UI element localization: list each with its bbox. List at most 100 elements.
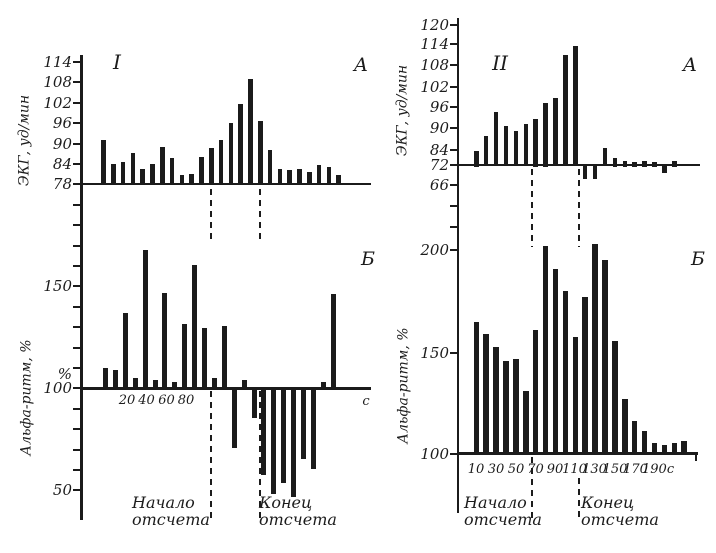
start-marker-line-I [210,189,212,240]
bar [532,330,539,455]
x-tick-label: 170 [623,462,648,477]
axis-tick [73,428,80,431]
bar [231,389,237,448]
bar [152,380,158,390]
bar [320,382,326,390]
panel-letter-IB: Б [361,248,375,270]
axis-tick [449,249,457,251]
bar [120,161,126,186]
start-annotation-I-line1: Начало [132,493,195,512]
bar [552,268,559,455]
axis-tick [449,184,457,186]
end-marker-line-I [259,189,261,240]
x-tick-label: 30 [487,462,505,477]
bar [316,165,322,186]
y-tick-label: 200 [420,241,449,259]
bar [622,161,628,167]
axis-tick [449,149,457,151]
x-tick-label: 130 [582,462,607,477]
bar [483,136,489,167]
axis-tick [73,407,80,410]
bar [142,250,148,390]
bar [132,378,138,390]
end-annotation-I-line2: отсчета [259,509,337,529]
y-tick-label: 114 [420,35,449,53]
bar [111,163,116,186]
end-marker-line-I [259,391,261,519]
bar [483,334,489,455]
y-tick-label: 102 [420,78,449,96]
y-axis-line-I [80,55,83,520]
bar [473,322,480,455]
y-tick-label: 90 [52,134,72,153]
start-marker-line-I [210,391,212,519]
bar [592,166,598,180]
bar [523,391,529,455]
bar [602,148,608,167]
bar [297,168,302,186]
bar [573,45,578,167]
axis-tick [73,326,80,329]
axis-tick [73,101,80,104]
bar [672,160,677,167]
x-tick-label: 10 [467,462,485,477]
y-tick-label: 120 [420,16,449,34]
axis-tick [449,64,457,66]
axis-tick [73,61,80,63]
end-annotation-II: Конец отсчета [581,494,659,528]
bar [179,175,185,186]
x-axis-unit-seconds: с [362,394,370,409]
bar [641,431,648,455]
bar [192,264,198,390]
end-marker-line-II [578,169,580,247]
bar [543,103,548,167]
bar [140,168,145,186]
y-tick-label: 96 [52,114,72,133]
axis-tick [449,86,457,88]
bar [221,325,227,390]
bar [542,245,549,455]
bar [307,171,312,186]
y-tick-label: 50 [52,481,72,500]
x-tick-label: 50 [507,462,525,477]
bar [493,346,499,455]
axis-tick [73,285,80,288]
bar [241,380,247,390]
bar [513,359,519,455]
y-tick-label: 84 [429,141,449,159]
axis-tick [73,387,80,390]
axis-tick [449,352,457,354]
bar [162,293,168,390]
y-tick-label: 96 [429,98,449,116]
panel-letter-IA: А [353,54,369,76]
bar [582,297,588,455]
axis-tick [73,244,80,247]
y-tick-label: 108 [420,56,449,74]
start-annotation-II: Начало отсчета [464,494,542,528]
bar [612,340,618,455]
bar [160,146,165,186]
bar [503,125,509,167]
y-tick-label: 90 [429,119,449,137]
bar [523,123,529,167]
bar [189,173,194,186]
bar [291,389,297,497]
bar [661,445,668,455]
axis-tick [73,346,80,349]
axis-tick [449,226,457,228]
bar [493,111,499,167]
start-annotation-I: Начало отсчета [132,493,210,528]
bar [592,243,598,455]
bar [310,389,316,470]
x-tick-label: 90 [546,462,564,477]
axis-tick [73,183,80,186]
y-tick-label: 150 [420,344,449,362]
bar [652,161,657,167]
start-marker-line-II [531,169,533,247]
bar [651,443,658,455]
bar [572,336,579,455]
axis-tick [449,106,457,108]
bar [622,399,628,455]
bar [209,148,214,186]
